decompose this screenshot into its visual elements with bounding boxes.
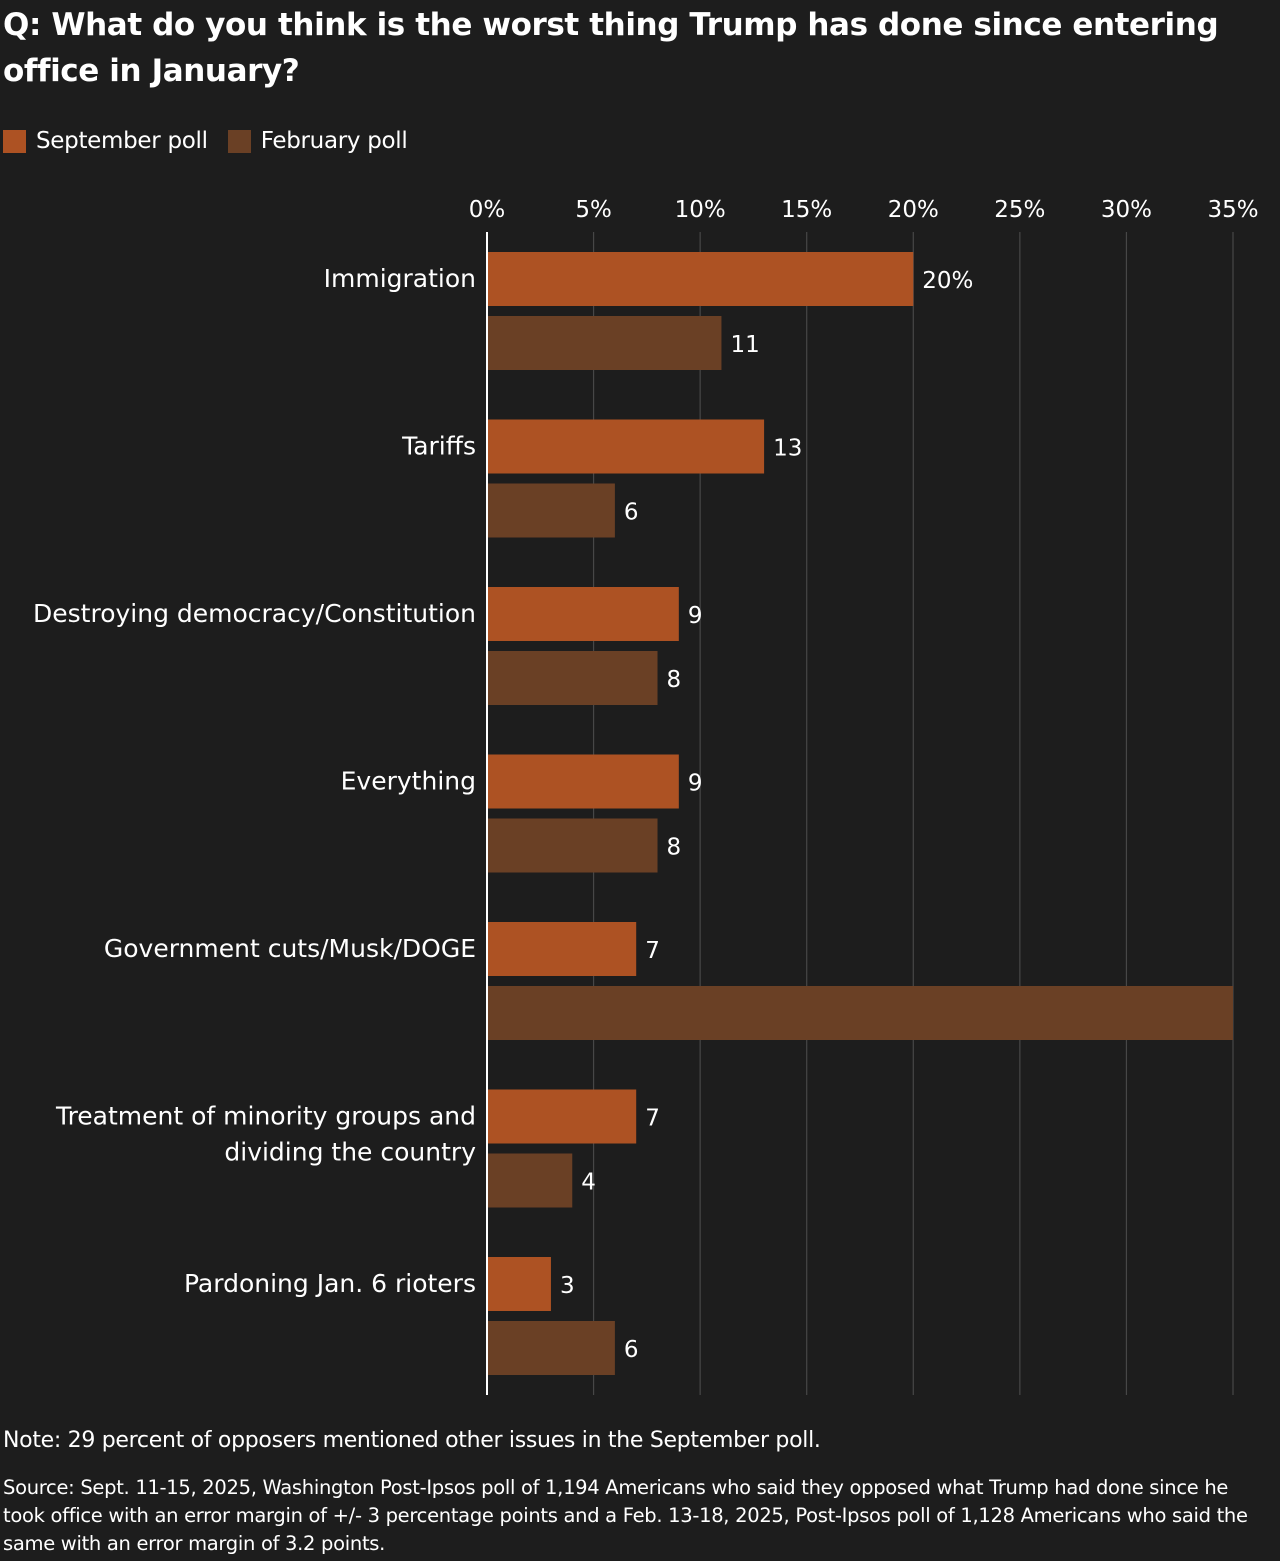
category-label: Government cuts/Musk/DOGE [104, 934, 476, 963]
data-label: 3 [560, 1273, 575, 1299]
x-tick-label: 35% [1207, 197, 1258, 223]
legend-item-september: September poll [3, 128, 208, 154]
legend-swatch-september [3, 129, 26, 153]
bar-february [487, 986, 1233, 1040]
bar-september [487, 419, 765, 474]
bar-february [487, 1153, 573, 1208]
legend-item-february: February poll [227, 128, 408, 154]
category-label: Everything [341, 767, 476, 796]
bar-february [487, 651, 658, 705]
data-label: 11 [730, 332, 759, 358]
x-tick-label: 20% [888, 197, 939, 223]
bar-february [487, 316, 722, 370]
x-tick-label: 25% [994, 197, 1045, 223]
chart-legend: September poll February poll [3, 124, 427, 158]
x-tick-label: 5% [575, 197, 612, 223]
data-label: 4 [581, 1170, 596, 1196]
data-label: 7 [645, 1106, 660, 1132]
category-label: Immigration [324, 264, 476, 293]
data-label: 8 [667, 667, 682, 693]
category-label: Tariffs [401, 432, 476, 461]
data-label: 6 [624, 1337, 639, 1363]
category-label: Destroying democracy/Constitution [33, 599, 476, 628]
data-label: 13 [773, 436, 802, 462]
data-label: 6 [624, 500, 639, 526]
data-label: 7 [645, 938, 660, 964]
chart-source: Source: Sept. 11-15, 2025, Washington Po… [3, 1476, 1248, 1555]
x-tick-label: 15% [781, 197, 832, 223]
x-tick-label: 30% [1101, 197, 1152, 223]
bar-september [487, 922, 637, 976]
bar-september [487, 1257, 551, 1311]
bar-february [487, 818, 658, 873]
legend-label-february: February poll [260, 128, 408, 154]
data-label: 8 [667, 835, 682, 861]
data-label: 9 [688, 603, 703, 629]
bar-february [487, 1321, 615, 1375]
x-tick-label: 10% [675, 197, 726, 223]
category-label: Treatment of minority groups and [55, 1102, 476, 1131]
legend-label-september: September poll [36, 128, 208, 154]
bar-chart: 0% 5% 10% 15% 20% 25% 30% 35% Immigration 20% 11 Ta… [33, 197, 1259, 1395]
category-label: dividing the country [224, 1138, 476, 1167]
bar-september [487, 252, 914, 306]
chart-title: Q: What do you think is the worst thing … [3, 7, 1219, 89]
bar-september [487, 1089, 637, 1144]
x-tick-label: 0% [469, 197, 506, 223]
bar-february [487, 483, 615, 538]
bar-september [487, 754, 679, 809]
data-label: 20% [922, 268, 973, 294]
category-label: Pardoning Jan. 6 rioters [184, 1269, 476, 1298]
bar-september [487, 587, 679, 641]
data-label: 9 [688, 771, 703, 797]
legend-swatch-february [227, 129, 251, 153]
chart-note: Note: 29 percent of opposers mentioned o… [3, 1428, 821, 1453]
